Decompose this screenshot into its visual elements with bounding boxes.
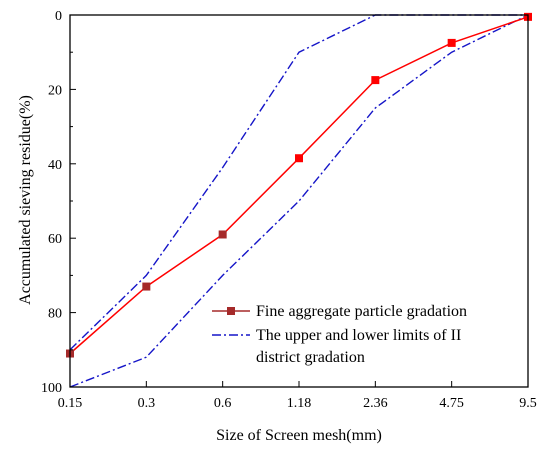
fine-aggregate-point xyxy=(142,282,151,291)
y-tick-label: 0 xyxy=(55,9,62,24)
y-axis-title: Accumulated sieving residue(%) xyxy=(17,95,34,305)
legend: Fine aggregate particle gradation The upp… xyxy=(212,303,467,366)
x-tick-label: 0.3 xyxy=(138,396,156,411)
fine-aggregate-point xyxy=(447,38,456,47)
legend-limit-label-line2: district gradation xyxy=(256,349,365,366)
x-tick-label: 9.5 xyxy=(519,396,537,411)
lower-limit-line xyxy=(69,14,529,388)
x-axis-title: Size of Screen mesh(mm) xyxy=(216,427,382,444)
legend-limit-label-line1: The upper and lower limits of II xyxy=(256,327,461,344)
x-tick-label: 1.18 xyxy=(287,396,312,411)
legend-fine-marker xyxy=(227,307,235,315)
fine-aggregate-point xyxy=(295,154,303,163)
fine-aggregate-point xyxy=(371,76,380,85)
legend-fine-label: Fine aggregate particle gradation xyxy=(256,303,467,320)
upper-limit-line xyxy=(69,14,528,351)
x-tick-label: 4.75 xyxy=(439,396,464,411)
y-tick-label: 80 xyxy=(48,307,62,322)
y-tick-label: 60 xyxy=(48,232,62,247)
x-tick-label: 0.15 xyxy=(58,396,83,411)
y-tick-label: 20 xyxy=(48,83,62,98)
y-tick-label: 100 xyxy=(41,381,62,396)
axes: 0.15 0.3 0.6 1.18 2.36 4.75 9.5 0 20 40 60 80 100 xyxy=(41,9,537,411)
fine-aggregate-point xyxy=(218,230,227,239)
y-tick-label: 40 xyxy=(48,158,62,173)
x-tick-label: 2.36 xyxy=(363,396,388,411)
x-tick-label: 0.6 xyxy=(214,396,232,411)
